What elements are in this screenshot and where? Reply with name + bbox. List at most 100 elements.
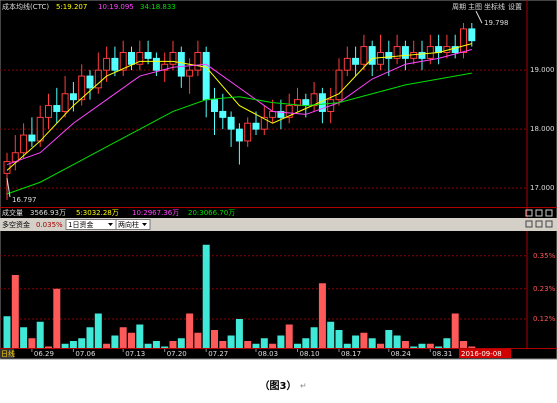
selector[interactable]: 1日资金	[68, 220, 93, 229]
volume-header: 5:3032.28万	[76, 209, 119, 217]
bar	[186, 313, 194, 348]
candle-body	[418, 51, 426, 59]
x-tick-label: 08.10	[300, 350, 320, 358]
dropdown-arrow	[142, 223, 147, 226]
x-tick-label: 08.17	[341, 350, 361, 358]
bar	[260, 338, 268, 348]
candle-body	[451, 46, 459, 53]
bar	[410, 346, 418, 348]
candle-body	[211, 99, 218, 112]
x-tick-label: 07.20	[167, 350, 187, 358]
bar	[401, 341, 409, 348]
bar	[119, 327, 127, 348]
bar	[393, 335, 401, 348]
x-tick-label: 07.13	[125, 350, 145, 358]
icon[interactable]	[535, 209, 543, 217]
candle-body	[36, 116, 44, 142]
candle-body	[377, 51, 384, 65]
period-box[interactable]	[0, 349, 14, 358]
bar	[343, 343, 351, 348]
bar	[161, 346, 169, 348]
y-tick-label: 19.000	[530, 66, 555, 74]
bar	[252, 343, 260, 348]
selector-box[interactable]	[115, 219, 151, 230]
bar	[235, 319, 243, 348]
legend-entry: 34:18.833	[140, 3, 176, 11]
icon[interactable]	[545, 220, 553, 228]
candle-body	[252, 122, 260, 130]
date-box	[459, 349, 511, 358]
candle-body	[78, 75, 86, 101]
candle-body	[69, 93, 77, 101]
candle-body	[152, 57, 160, 71]
candle-body	[302, 99, 310, 107]
bar	[144, 343, 152, 348]
candle-body	[269, 110, 277, 118]
candle-body	[393, 46, 401, 59]
candle-body	[194, 51, 202, 71]
candle-body	[119, 51, 127, 71]
toolbar-item: 主图	[468, 2, 482, 11]
candle-body	[61, 93, 69, 112]
icon[interactable]	[535, 220, 543, 228]
candle-body	[468, 28, 476, 42]
legend-entry: 5:19.207	[56, 3, 87, 11]
bar	[227, 335, 235, 348]
chart-background	[0, 0, 557, 360]
candle-body	[352, 57, 360, 65]
y-tick-label: 18.000	[530, 125, 555, 133]
candle-body	[53, 105, 61, 112]
caption: （图3）	[260, 379, 297, 392]
min-arrow	[6, 178, 11, 198]
volume-header: 成交量	[2, 208, 23, 217]
icon[interactable]	[525, 209, 533, 217]
y-tick-label: 0.35%	[533, 252, 556, 260]
bar	[94, 313, 102, 348]
icon[interactable]	[545, 209, 553, 217]
panel-icons	[525, 209, 553, 228]
x-tick-label: 08.31	[432, 350, 452, 358]
x-tick-label: 08.24	[391, 350, 412, 358]
bar	[310, 327, 318, 348]
candle-body	[45, 105, 52, 118]
period-label[interactable]: 日线	[1, 349, 15, 358]
candle-body	[103, 57, 111, 71]
volume-header: 10:2967.36万	[132, 209, 179, 217]
bar	[285, 324, 293, 348]
icon[interactable]	[525, 220, 533, 228]
candle-body	[202, 51, 210, 101]
candle-body	[294, 99, 301, 107]
candle-body	[260, 116, 268, 130]
candle-body	[368, 46, 376, 65]
toolbar-item: 设置	[508, 2, 522, 11]
candle-body	[144, 51, 152, 59]
bar	[61, 343, 69, 348]
bar	[468, 346, 476, 348]
bar	[103, 343, 111, 348]
candle-body	[285, 105, 293, 118]
ma-line	[6, 49, 472, 166]
candle-body	[20, 134, 28, 154]
selector[interactable]: 两向柱	[118, 220, 139, 229]
candle-body	[244, 122, 252, 142]
volume-header: 3566.93万	[30, 209, 66, 217]
bar	[294, 343, 301, 348]
candle-body	[161, 63, 169, 71]
bar	[69, 341, 77, 348]
candle-body	[277, 110, 285, 118]
bar	[177, 338, 185, 348]
chart-title: 成本均线(CTC)	[2, 2, 49, 11]
bar	[28, 338, 36, 348]
bar	[360, 332, 368, 348]
candle-body	[11, 152, 19, 163]
candle-body	[219, 110, 227, 118]
candle-body	[169, 51, 177, 65]
bar	[269, 343, 277, 348]
max-label: 19.798	[484, 19, 509, 27]
candle-body	[385, 51, 393, 59]
bar	[335, 330, 343, 348]
candle-body	[94, 69, 102, 89]
candle-body	[360, 46, 368, 65]
x-tick-label: 06.29	[34, 350, 54, 358]
